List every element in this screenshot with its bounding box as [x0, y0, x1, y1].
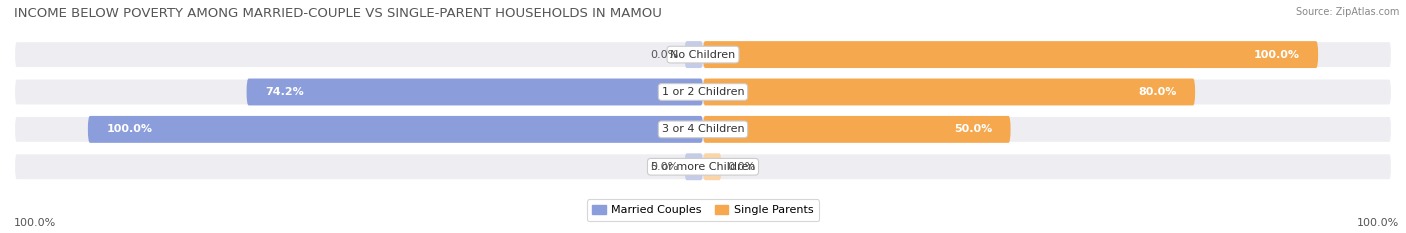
- FancyBboxPatch shape: [246, 79, 703, 106]
- FancyBboxPatch shape: [14, 153, 1392, 180]
- FancyBboxPatch shape: [685, 41, 703, 68]
- Text: 5 or more Children: 5 or more Children: [651, 162, 755, 172]
- Text: No Children: No Children: [671, 50, 735, 60]
- Text: 100.0%: 100.0%: [14, 218, 56, 228]
- Text: 1 or 2 Children: 1 or 2 Children: [662, 87, 744, 97]
- FancyBboxPatch shape: [685, 153, 703, 180]
- Text: 0.0%: 0.0%: [728, 162, 756, 172]
- Text: 0.0%: 0.0%: [650, 50, 678, 60]
- FancyBboxPatch shape: [703, 153, 721, 180]
- FancyBboxPatch shape: [703, 79, 1195, 106]
- Text: INCOME BELOW POVERTY AMONG MARRIED-COUPLE VS SINGLE-PARENT HOUSEHOLDS IN MAMOU: INCOME BELOW POVERTY AMONG MARRIED-COUPL…: [14, 7, 662, 20]
- FancyBboxPatch shape: [703, 41, 1319, 68]
- FancyBboxPatch shape: [14, 79, 1392, 106]
- FancyBboxPatch shape: [703, 116, 1011, 143]
- Text: Source: ZipAtlas.com: Source: ZipAtlas.com: [1295, 7, 1399, 17]
- Text: 3 or 4 Children: 3 or 4 Children: [662, 124, 744, 134]
- Text: 80.0%: 80.0%: [1139, 87, 1177, 97]
- Text: 100.0%: 100.0%: [107, 124, 152, 134]
- Text: 0.0%: 0.0%: [650, 162, 678, 172]
- Legend: Married Couples, Single Parents: Married Couples, Single Parents: [586, 199, 820, 221]
- Text: 50.0%: 50.0%: [953, 124, 993, 134]
- FancyBboxPatch shape: [87, 116, 703, 143]
- FancyBboxPatch shape: [14, 41, 1392, 68]
- Text: 100.0%: 100.0%: [1357, 218, 1399, 228]
- Text: 74.2%: 74.2%: [264, 87, 304, 97]
- Text: 100.0%: 100.0%: [1254, 50, 1299, 60]
- FancyBboxPatch shape: [14, 116, 1392, 143]
